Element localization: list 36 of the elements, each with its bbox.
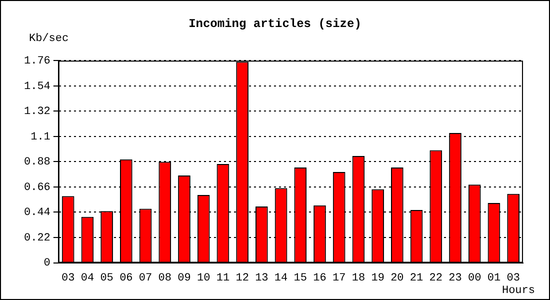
x-tick-label: 03 xyxy=(61,272,75,284)
x-tick-label: 07 xyxy=(138,272,152,284)
x-tick-label: 21 xyxy=(410,272,424,284)
x-tick-label: 14 xyxy=(274,272,288,284)
x-tick-label: 20 xyxy=(390,272,404,284)
x-tick-label: 17 xyxy=(332,272,346,284)
x-tick-label: 23 xyxy=(448,272,462,284)
y-tick-label: 0.66 xyxy=(24,182,50,194)
y-axis-title: Kb/sec xyxy=(29,33,69,45)
x-tick-label: 00 xyxy=(468,272,482,284)
y-tick-label: 1.54 xyxy=(24,80,51,93)
x-tick-label: 06 xyxy=(120,272,133,284)
x-axis-title: Hours xyxy=(502,285,535,297)
y-tick-label: 0.22 xyxy=(24,232,50,244)
x-tick-label: 10 xyxy=(196,272,210,284)
x-tick-label: 05 xyxy=(100,272,114,284)
x-tick-label: 16 xyxy=(313,272,326,284)
y-tick-label: 1.76 xyxy=(24,56,50,68)
x-tick-label: 13 xyxy=(255,272,268,284)
y-tick-label: 0 xyxy=(44,258,50,270)
x-tick-label: 04 xyxy=(80,272,94,284)
x-tick-label: 19 xyxy=(371,272,384,284)
x-tick-label: 18 xyxy=(352,272,366,284)
x-tick-label: 12 xyxy=(236,272,249,284)
chart-title: Incoming articles (size) xyxy=(188,17,362,31)
x-tick-label: 15 xyxy=(294,272,307,284)
x-tick-label: 01 xyxy=(487,272,501,284)
x-tick-label: 03 xyxy=(506,272,520,284)
x-tick-label: 11 xyxy=(216,272,230,284)
y-tick-label: 1.32 xyxy=(24,106,50,118)
x-tick-label: 09 xyxy=(178,272,191,284)
y-tick-label: 1.1 xyxy=(30,131,51,144)
x-tick-label: 08 xyxy=(158,272,172,284)
y-tick-label: 0.88 xyxy=(24,156,50,169)
x-tick-label: 22 xyxy=(429,272,442,284)
y-tick-label: 0.44 xyxy=(24,207,51,220)
